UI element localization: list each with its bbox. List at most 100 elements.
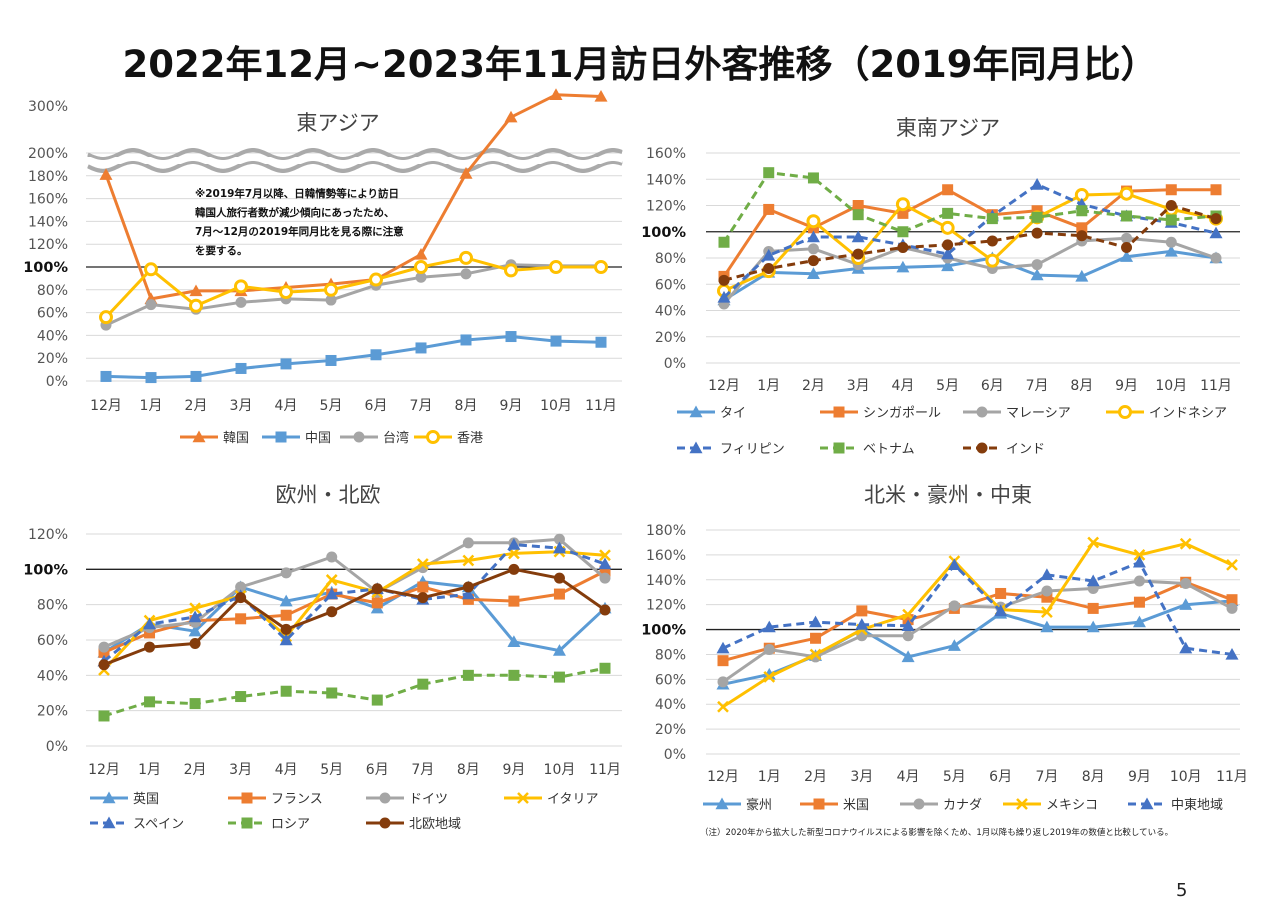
y-tick-label: 40%: [655, 304, 686, 320]
data-point: [599, 662, 611, 674]
series-北欧地域: [98, 563, 611, 671]
legend-label: 北欧地域: [409, 817, 461, 832]
chart-southeast-asia: 東南アジア 0% 20% 40% 60% 80% 100% 120% 140% 160% 12月 1月…: [641, 116, 1240, 457]
legend-label: 中東地域: [1171, 797, 1223, 813]
series-line: [722, 579, 1233, 684]
data-point: [189, 638, 201, 650]
y-tick-label: 0%: [664, 747, 686, 763]
y-tick-label: 80%: [37, 283, 68, 299]
x-tick-label: 7月: [1026, 378, 1049, 394]
y-tick-label: 0%: [46, 374, 68, 390]
data-point: [235, 581, 247, 593]
y-tick-label: 100%: [23, 260, 68, 276]
data-point: [1119, 186, 1134, 201]
data-point: [99, 310, 113, 325]
legend-item: フィリピン: [677, 441, 785, 457]
data-point: [189, 698, 201, 710]
data-point: [415, 342, 427, 354]
y-tick-label: 40%: [37, 328, 68, 344]
data-point: [98, 710, 110, 722]
data-point: [417, 678, 429, 690]
x-tick-label: 6月: [981, 378, 1004, 394]
data-point: [901, 650, 915, 663]
annotation-line: ※2019年7月以降、日韓情勢等により訪日: [195, 187, 399, 200]
legend-item: スペイン: [90, 816, 184, 832]
data-point: [235, 613, 247, 625]
x-tick-label: 9月: [1128, 769, 1151, 785]
data-point: [507, 538, 521, 550]
legend-label: イタリア: [547, 792, 598, 807]
legend-label: マレーシア: [1006, 406, 1071, 421]
data-point: [235, 691, 247, 703]
x-tick-label: 2月: [184, 762, 207, 778]
annotation-line: を要する。: [195, 245, 248, 257]
legend-item: メキシコ: [1003, 798, 1098, 813]
y-tick-label: 100%: [641, 623, 686, 639]
chart-title: 東アジア: [296, 111, 379, 135]
data-point: [504, 263, 518, 278]
data-point: [505, 331, 517, 343]
legend-label: カナダ: [943, 798, 982, 813]
legend-item: ベトナム: [820, 442, 915, 457]
legend-marker: [715, 797, 729, 810]
data-point: [599, 604, 611, 616]
data-point: [508, 595, 520, 607]
data-point: [553, 533, 565, 545]
y-tick-label: 140%: [646, 172, 686, 188]
data-point: [762, 620, 776, 633]
x-tick-label: 3月: [230, 398, 253, 414]
data-point: [717, 700, 729, 713]
data-point: [717, 676, 729, 688]
data-point: [1165, 214, 1177, 226]
data-point: [1179, 537, 1192, 550]
data-point: [1087, 536, 1100, 549]
data-point: [895, 197, 910, 212]
data-point: [508, 669, 520, 681]
data-point: [189, 298, 203, 313]
data-point: [1133, 549, 1146, 561]
data-point: [599, 565, 611, 577]
series-line: [105, 335, 602, 380]
data-point: [370, 349, 382, 361]
x-tick-label: 4月: [897, 769, 920, 785]
page-number: 5: [1176, 880, 1188, 901]
data-point: [902, 608, 914, 621]
x-tick-label: 12月: [707, 769, 739, 785]
legend-marker: [379, 792, 391, 804]
data-point: [986, 235, 998, 247]
series-中国: [100, 331, 607, 384]
chart-title: 北米・豪州・中東: [864, 483, 1032, 507]
data-point: [599, 572, 611, 584]
y-tick-label: 80%: [655, 251, 686, 267]
data-point: [763, 167, 775, 179]
data-point: [144, 262, 158, 277]
y-tick-label: 0%: [664, 356, 686, 372]
series-line: [722, 171, 1217, 244]
x-tick-label: 3月: [229, 762, 252, 778]
data-point: [189, 284, 203, 297]
data-point: [995, 587, 1007, 599]
legend-label: 香港: [457, 431, 483, 446]
data-point: [595, 336, 607, 348]
data-point: [1121, 242, 1133, 253]
series-香港: [99, 250, 608, 325]
data-point: [1076, 222, 1088, 234]
data-point: [552, 644, 566, 656]
legend-label: フィリピン: [720, 442, 785, 457]
y-tick-label: 100%: [641, 225, 686, 241]
data-point: [852, 209, 864, 221]
y-tick-label: 140%: [28, 214, 68, 230]
data-point: [1210, 184, 1222, 196]
data-point: [809, 615, 823, 628]
data-point: [1210, 213, 1222, 225]
legend-item: ドイツ: [366, 792, 448, 807]
y-tick-label: 200%: [28, 146, 68, 162]
data-point: [763, 203, 775, 215]
data-point: [1226, 594, 1238, 606]
legend-marker: [976, 406, 988, 418]
legend-item: 豪州: [703, 797, 772, 813]
x-tick-label: 8月: [457, 762, 480, 778]
y-tick-label: 140%: [646, 573, 686, 589]
x-tick-label: 9月: [1115, 378, 1138, 394]
data-point: [279, 285, 293, 300]
